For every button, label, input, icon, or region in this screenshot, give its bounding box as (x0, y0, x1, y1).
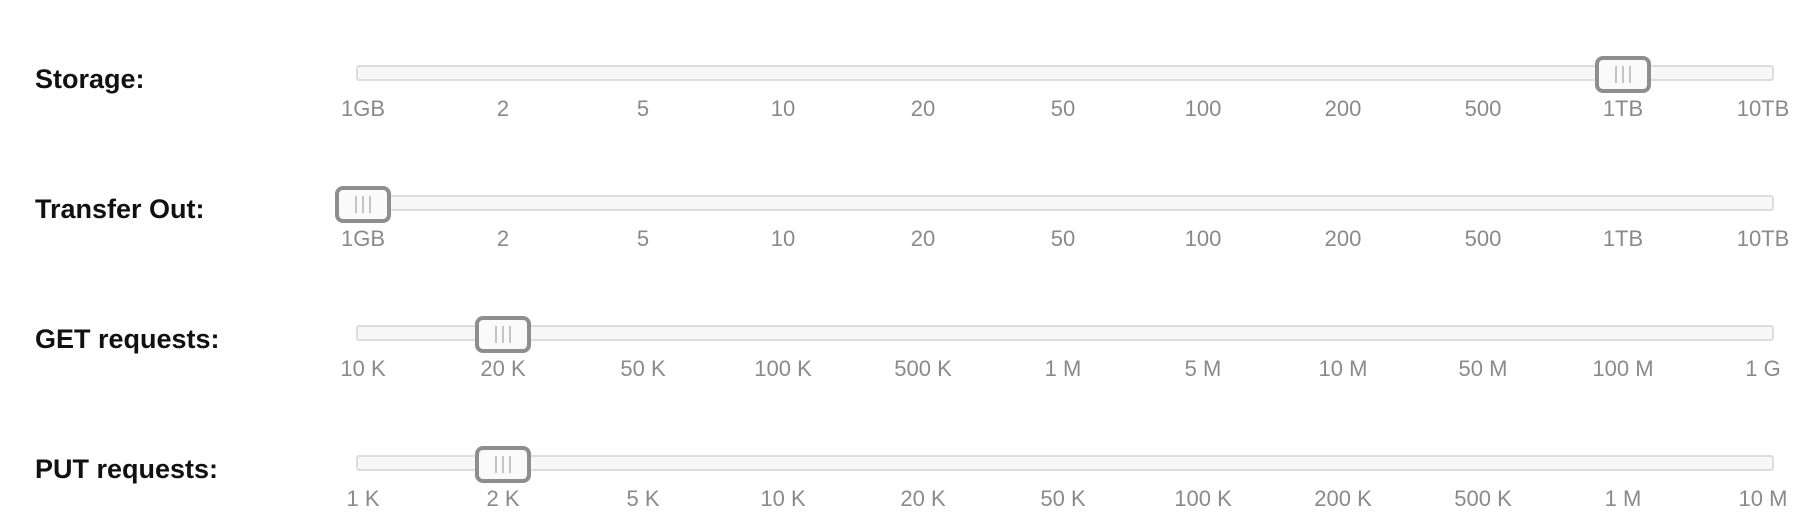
storage-tick-label[interactable]: 200 (1324, 96, 1362, 121)
transfer-out-slider-handle[interactable] (335, 186, 391, 223)
storage-tick-label[interactable]: 1GB (340, 96, 386, 121)
put-requests-tick-label[interactable]: 100 K (1174, 486, 1232, 511)
storage-label: Storage: (35, 64, 145, 94)
transfer-out-tick-label[interactable]: 50 (1050, 226, 1076, 251)
transfer-out-label: Transfer Out: (35, 194, 205, 224)
get-requests-tick-label[interactable]: 50 M (1458, 356, 1508, 381)
put-requests-tick-label[interactable]: 50 K (1040, 486, 1086, 511)
transfer-out-tick-label[interactable]: 10 (770, 226, 796, 251)
put-requests-tick-label[interactable]: 1 K (346, 486, 380, 511)
put-requests-slider-handle[interactable] (475, 446, 531, 483)
get-requests-tick-label[interactable]: 100 M (1592, 356, 1654, 381)
put-requests-row: PUT requests: 1 K 2 K 5 K 10 K 20 K 50 K 100 K 2… (0, 410, 1802, 511)
get-requests-tick-label[interactable]: 1 G (1745, 356, 1781, 381)
put-requests-slider-track[interactable] (356, 455, 1774, 471)
get-requests-tick-label[interactable]: 500 K (894, 356, 952, 381)
transfer-out-tick-label[interactable]: 20 (910, 226, 936, 251)
storage-tick-label[interactable]: 500 (1464, 96, 1502, 121)
put-requests-tick-label[interactable]: 5 K (626, 486, 660, 511)
storage-tick-label[interactable]: 50 (1050, 96, 1076, 121)
storage-tick-label[interactable]: 100 (1184, 96, 1222, 121)
storage-tick-label[interactable]: 10TB (1736, 96, 1790, 121)
transfer-out-tick-label[interactable]: 100 (1184, 226, 1222, 251)
grip-lines-icon (355, 196, 371, 213)
transfer-out-tick-label[interactable]: 1TB (1602, 226, 1644, 251)
storage-tick-label[interactable]: 5 (636, 96, 650, 121)
get-requests-tick-label[interactable]: 1 M (1044, 356, 1082, 381)
put-requests-label: PUT requests: (35, 454, 219, 484)
put-requests-tick-label[interactable]: 20 K (900, 486, 946, 511)
get-requests-tick-label[interactable]: 10 M (1318, 356, 1368, 381)
get-requests-tick-label[interactable]: 20 K (480, 356, 526, 381)
transfer-out-tick-label[interactable]: 5 (636, 226, 650, 251)
transfer-out-tick-label[interactable]: 200 (1324, 226, 1362, 251)
grip-lines-icon (495, 456, 511, 473)
get-requests-row: GET requests: 10 K 20 K 50 K 100 K 500 K 1 M 5 … (0, 280, 1802, 381)
grip-lines-icon (1615, 66, 1631, 83)
storage-slider-handle[interactable] (1595, 56, 1651, 93)
get-requests-slider-track[interactable] (356, 325, 1774, 341)
storage-row: Storage: 1GB 2 5 10 20 50 100 200 500 1TB 10TB (0, 20, 1802, 121)
grip-lines-icon (495, 326, 511, 343)
get-requests-tick-label[interactable]: 5 M (1184, 356, 1222, 381)
transfer-out-tick-label[interactable]: 10TB (1736, 226, 1790, 251)
transfer-out-slider-track[interactable] (356, 195, 1774, 211)
put-requests-tick-label[interactable]: 1 M (1604, 486, 1642, 511)
get-requests-tick-label[interactable]: 50 K (620, 356, 666, 381)
get-requests-label: GET requests: (35, 324, 220, 354)
get-requests-slider-handle[interactable] (475, 316, 531, 353)
transfer-out-row: Transfer Out: 1GB 2 5 10 20 50 100 200 500 1TB 10TB (0, 150, 1802, 251)
transfer-out-tick-label[interactable]: 1GB (340, 226, 386, 251)
put-requests-tick-label[interactable]: 500 K (1454, 486, 1512, 511)
put-requests-tick-label[interactable]: 200 K (1314, 486, 1372, 511)
storage-tick-label[interactable]: 10 (770, 96, 796, 121)
put-requests-tick-label[interactable]: 10 M (1738, 486, 1788, 511)
storage-tick-label[interactable]: 20 (910, 96, 936, 121)
storage-tick-label[interactable]: 2 (496, 96, 510, 121)
transfer-out-tick-label[interactable]: 2 (496, 226, 510, 251)
get-requests-tick-label[interactable]: 10 K (340, 356, 386, 381)
transfer-out-tick-label[interactable]: 500 (1464, 226, 1502, 251)
storage-slider-track[interactable] (356, 65, 1774, 81)
put-requests-tick-label[interactable]: 10 K (760, 486, 806, 511)
storage-tick-label[interactable]: 1TB (1602, 96, 1644, 121)
put-requests-tick-label[interactable]: 2 K (486, 486, 520, 511)
get-requests-tick-label[interactable]: 100 K (754, 356, 812, 381)
